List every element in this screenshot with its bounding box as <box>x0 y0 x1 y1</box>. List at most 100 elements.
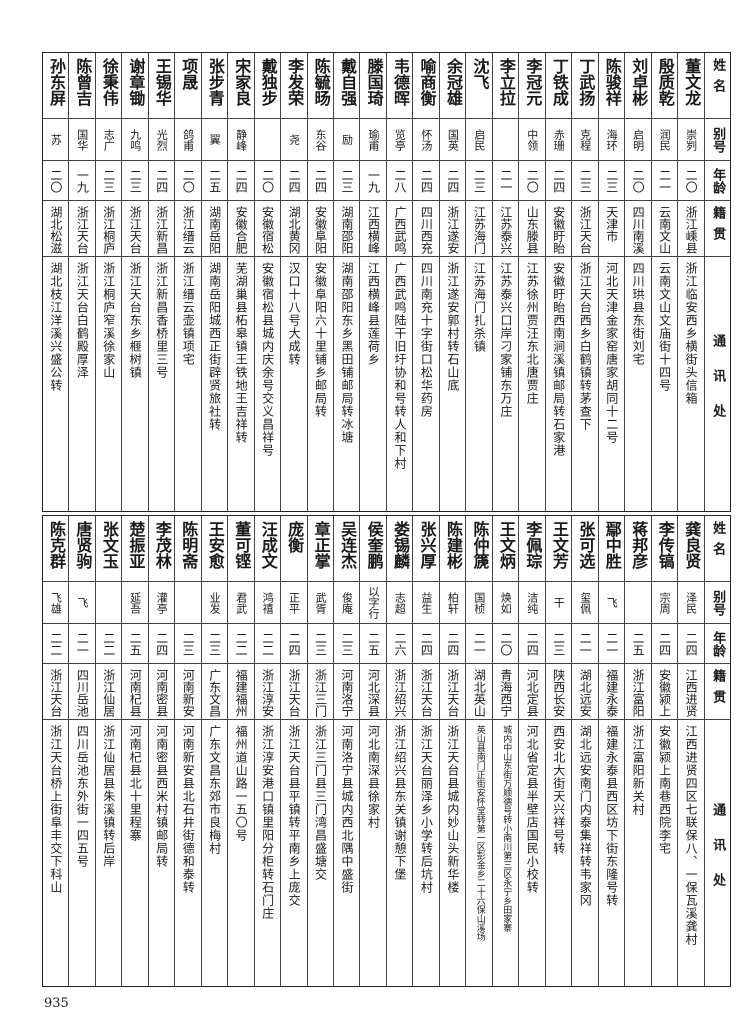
age-cell: 二三 <box>572 161 598 201</box>
native-cell: 福建福州 <box>228 664 254 720</box>
address-cell: 云南文山文庙街十四号 <box>652 257 677 511</box>
person-record: 张文玉 二二 浙江仙居 浙江仙居县朱溪镇转后岸 <box>94 516 122 986</box>
age-cell: 二四 <box>519 624 545 664</box>
header-cell-address: 通讯处 <box>705 720 730 986</box>
name-cell: 滕国琦 <box>360 53 386 119</box>
address-text: 河北南深县徐家村 <box>366 725 381 829</box>
address-text: 浙江天台东乡榧树镇 <box>128 262 143 379</box>
address-cell: 四川岳池东外街一四五号 <box>69 720 94 986</box>
address-text: 浙江绍兴县东关镇谢憩下堡 <box>392 725 407 881</box>
native-text: 浙江天台 <box>419 669 434 717</box>
age-cell: 二一 <box>466 624 492 664</box>
native-cell: 湖南岳阳 <box>201 201 228 257</box>
age-text: 二一 <box>75 631 90 656</box>
header-cell-name: 姓名 <box>704 53 730 119</box>
person-record: 侯奎鹏 以字行 二五 河北深县 河北南深县徐家村 <box>359 516 386 986</box>
name-cell: 董可铿 <box>228 516 254 582</box>
name-text: 蒋邦彦 <box>629 521 649 569</box>
name-text: 戴独步 <box>258 58 278 106</box>
person-record: 王文芳干二三 陕西长安 西安北大街天兴祥号转 <box>544 516 572 986</box>
header-cell-age: 年龄 <box>704 624 730 664</box>
alias-cell <box>175 582 201 624</box>
name-cell: 王文炳 <box>492 516 519 582</box>
native-cell: 湖北黄冈 <box>281 201 307 257</box>
alias-text: 飞 <box>75 597 89 608</box>
name-cell: 李立拉 <box>492 53 519 119</box>
native-text: 安徽盱眙 <box>551 206 566 254</box>
person-record: 李佩琮 洁纯 二四 河北定县 河北省定县半壁店国民小校转 <box>518 516 545 986</box>
age-text: 二〇 <box>525 168 540 193</box>
alias-cell: 灌亭 <box>148 582 175 624</box>
alias-text: 益生 <box>419 591 433 614</box>
name-cell: 陈仲篪 <box>466 516 492 582</box>
person-record: 汪成文 鸿禧 二二 浙江淳安 浙江淳安港口镇里阳分柜转石门庄 <box>253 516 281 986</box>
address-cell: 福州道山路一五〇号 <box>228 720 253 986</box>
age-cell: 二四 <box>545 161 572 201</box>
age-text: 二一 <box>578 631 593 656</box>
address-cell: 河南新安县北石井街德和泰转 <box>175 720 200 986</box>
alias-cell: 飞 <box>598 582 625 624</box>
person-record: 项晟 鸽甫 二〇 浙江缙云 浙江缙云壶镇项宅 <box>174 53 201 511</box>
address-cell: 安徽颍上南巷西院李宅 <box>652 720 677 986</box>
name-text: 董可铿 <box>232 521 252 569</box>
header-label: 别号 <box>710 126 726 153</box>
name-text: 丁铁成 <box>549 58 569 106</box>
person-record: 蒋邦彦 二五 浙江富阳 浙江富阳新关村 <box>624 516 651 986</box>
person-record: 张可选 玺佩 二一 湖北远安 湖北远安南门内泰集祥转韦家冈 <box>571 516 598 986</box>
native-cell: 江苏泰兴 <box>492 201 519 257</box>
age-text: 二〇 <box>181 168 196 193</box>
native-text: 浙江嵊县 <box>684 206 699 254</box>
name-text: 侯奎鹏 <box>364 521 384 569</box>
name-cell: 张文玉 <box>95 516 122 582</box>
native-cell: 河北深县 <box>360 664 386 720</box>
address-cell: 浙江桐庐窄溪徐家山 <box>96 257 121 511</box>
age-text: 二四 <box>287 168 302 193</box>
header-label: 籍贯 <box>710 669 726 711</box>
alias-text: 正平 <box>287 591 301 614</box>
name-cell: 余冠雄 <box>439 53 466 119</box>
age-text: 二〇 <box>48 168 63 193</box>
header-label: 籍贯 <box>710 206 726 248</box>
alias-text: 翼 <box>208 134 222 145</box>
address-cell: 安徽盱眙西南涧溪镇邮局转石家港 <box>546 257 571 511</box>
alias-text: 尧 <box>287 134 301 145</box>
name-text: 沈飞 <box>470 58 490 90</box>
alias-text: 国华 <box>75 128 89 151</box>
address-cell: 安徽宿松县城内庆余号交义昌祥号 <box>255 257 280 511</box>
native-cell: 河北定县 <box>519 664 545 720</box>
person-record: 喻商衡 怀汤 二四 四川西充 四川南充十字街口松华药房 <box>412 53 439 511</box>
alias-text: 东谷 <box>314 128 327 151</box>
alias-cell <box>254 119 281 161</box>
person-record: 章正掌 武胥 二三 浙江三门 浙江三门县三门湾昌盛塘交 <box>306 516 333 986</box>
person-record: 陈仲篪 国桢 二一 湖北英山 英山县南门正街安怀堂转第一区彭金乡二十六保山溪场 <box>465 516 492 986</box>
native-text: 浙江天台 <box>75 206 90 254</box>
address-text: 英山县南门正街安怀堂转第一区彭金乡二十六保山溪场 <box>474 725 485 941</box>
name-text: 陈骏祥 <box>602 58 622 106</box>
person-record: 殷质乾 润民 二一 云南文山 云南文山文庙街十四号 <box>650 53 678 511</box>
person-record: 王锡华 光烈 二四 浙江新昌 浙江新昌香桥里三号 <box>147 53 175 511</box>
person-record: 鄢中胜飞二一 福建永泰 福建永泰县西区坊下街东隆号转 <box>597 516 625 986</box>
alias-cell: 武胥 <box>307 582 333 624</box>
name-cell: 娄锡麟 <box>386 516 413 582</box>
age-cell: 二四 <box>148 624 175 664</box>
person-record: 庞衡 正平 二四 浙江天台 浙江天台县平镇转平南乡上庞交 <box>280 516 307 986</box>
name-cell: 张兴厚 <box>413 516 439 582</box>
age-cell: 二四 <box>651 624 678 664</box>
alias-cell: 崇刿 <box>678 119 704 161</box>
age-cell: 二二 <box>254 624 281 664</box>
alias-cell: 克程 <box>572 119 598 161</box>
age-text: 二四 <box>234 168 249 193</box>
age-cell: 二一 <box>598 624 625 664</box>
name-cell: 李冠元 <box>519 53 545 119</box>
alias-text: 国英 <box>446 128 460 151</box>
name-text: 娄锡麟 <box>391 521 411 569</box>
native-cell: 河南密县 <box>148 664 175 720</box>
age-cell: 二五 <box>360 624 386 664</box>
alias-text: 灌亭 <box>155 591 169 614</box>
age-cell: 二二 <box>95 624 122 664</box>
age-text: 二六 <box>392 631 407 656</box>
alias-text: 九鸣 <box>128 128 142 151</box>
age-text: 二四 <box>154 631 169 656</box>
alias-text: 启民 <box>472 128 486 151</box>
native-text: 浙江绍兴 <box>392 669 407 717</box>
